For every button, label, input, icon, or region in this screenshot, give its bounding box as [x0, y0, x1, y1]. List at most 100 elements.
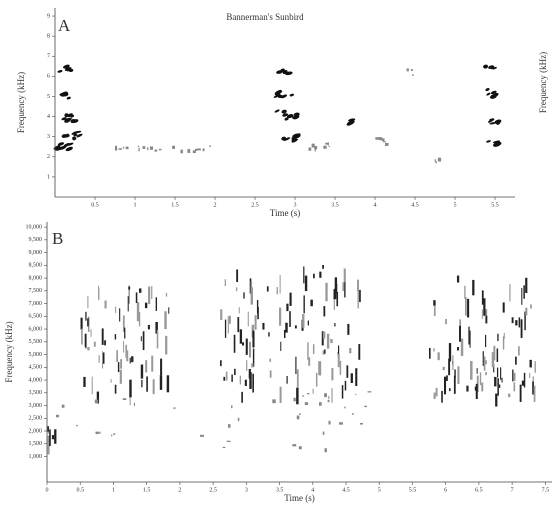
spectrogram-texture	[71, 119, 79, 124]
spectrogram-texture	[234, 368, 236, 376]
x-tick-label: 5	[378, 487, 381, 493]
y-tick-label: 2,000	[29, 428, 43, 434]
x-tick-label: 2.5	[251, 202, 259, 208]
spectrogram-texture	[502, 336, 505, 350]
spectrogram-texture	[85, 311, 87, 321]
spectrogram-texture	[315, 372, 318, 387]
spectrogram-texture	[87, 318, 89, 327]
spectrogram-texture	[285, 322, 288, 333]
spectrogram-texture	[509, 284, 511, 302]
spectrogram-texture	[159, 375, 163, 390]
spectrogram-texture	[334, 323, 336, 327]
spectrogram-texture	[323, 306, 326, 317]
y-tick-label: 9,000	[29, 250, 43, 256]
spectrogram-texture	[244, 379, 247, 387]
spectrogram-texture	[459, 319, 462, 327]
spectrogram-texture	[266, 286, 269, 292]
spectrogram-texture	[209, 145, 211, 148]
spectrogram-texture	[435, 161, 438, 164]
spectrogram-texture	[273, 93, 281, 98]
spectrogram-texture	[342, 282, 345, 292]
spectrogram-texture	[152, 379, 155, 395]
spectrogram-texture	[289, 292, 292, 306]
y-tick-label: 5,500	[29, 339, 43, 345]
spectrogram-texture	[324, 448, 327, 453]
spectrogram-texture	[339, 360, 342, 375]
x-tick-label: 5.5	[409, 487, 417, 493]
spectrogram-texture	[262, 322, 265, 330]
spectrogram-texture	[60, 93, 68, 97]
x-tick-label: 1.5	[143, 487, 151, 493]
spectrogram-texture	[295, 356, 297, 375]
spectrogram-texture	[113, 433, 116, 435]
spectrogram-texture	[128, 286, 131, 290]
spectrogram-texture	[235, 287, 238, 292]
x-tick-label: 4.5	[411, 202, 419, 208]
spectrogram-texture	[324, 349, 326, 354]
chart-title: Bannerman's Sunbird	[226, 12, 304, 22]
spectrogram-texture	[302, 313, 305, 328]
x-tick-label: 6.5	[475, 487, 483, 493]
spectrogram-texture	[312, 344, 315, 354]
spectrogram-texture	[165, 292, 168, 297]
spectrogram-texture	[252, 348, 255, 367]
spectrogram-texture	[115, 306, 117, 314]
spectrogram-texture	[168, 307, 170, 314]
spectrogram-texture	[515, 320, 518, 326]
spectrogram-texture	[321, 331, 324, 346]
spectrogram-texture	[140, 336, 142, 342]
spectrogram-texture	[500, 367, 502, 380]
spectrogram-texture	[521, 288, 523, 305]
spectrogram-texture	[101, 328, 104, 345]
spectrogram-texture	[515, 356, 517, 365]
spectrogram-texture	[268, 332, 270, 337]
spectrogram-texture	[128, 285, 130, 304]
spectrogram-texture	[120, 359, 123, 369]
spectrogram-texture	[248, 368, 251, 379]
spectrogram-texture	[518, 317, 521, 328]
spectrogram-texture	[99, 431, 101, 434]
spectrogram-texture	[76, 133, 83, 138]
spectrogram-texture	[65, 67, 72, 72]
spectrogram-texture	[87, 347, 90, 351]
spectrogram-texture	[334, 283, 338, 294]
spectrogram-texture	[136, 302, 140, 322]
spectrogram-texture	[302, 395, 305, 397]
x-tick-label: 1.5	[171, 202, 179, 208]
y-tick-label: 4	[47, 114, 50, 120]
x-tick-label: 1	[112, 487, 115, 493]
spectrogram-texture	[115, 145, 118, 149]
spectrogram-texture	[307, 320, 309, 326]
spectrogram-texture	[280, 94, 288, 99]
spectrogram-texture	[523, 372, 526, 388]
spectrogram-texture	[406, 68, 409, 72]
spectrogram-texture	[296, 415, 300, 420]
spectrogram-texture	[493, 345, 496, 361]
spectrogram-texture	[330, 339, 333, 344]
spectrogram-texture	[126, 350, 129, 362]
spectrogram-texture	[111, 434, 113, 437]
spectrogram-texture	[513, 372, 516, 381]
spectrogram-texture	[343, 268, 346, 283]
spectrogram-texture	[114, 148, 118, 151]
spectrogram-texture	[47, 435, 50, 455]
spectrogram-texture	[496, 367, 499, 378]
spectrogram-texture	[94, 399, 99, 404]
spectrogram-texture	[249, 372, 252, 389]
y-tick-label: 3,000	[29, 403, 43, 409]
spectrogram-texture	[318, 361, 320, 376]
y-axis-label: Frequency (kHz)	[16, 72, 26, 133]
spectrogram-texture	[367, 391, 372, 393]
x-tick-label: 5.5	[491, 202, 499, 208]
spectrogram-texture	[357, 279, 359, 292]
spectrogram-texture	[476, 368, 478, 374]
spectrogram-texture	[533, 385, 536, 402]
spectrogram-texture	[310, 299, 313, 307]
spectrogram-texture	[497, 378, 499, 396]
spectrogram-texture	[274, 109, 280, 113]
spectrogram-texture	[378, 137, 383, 141]
spectrogram-texture	[238, 307, 240, 314]
spectrogram-texture	[123, 340, 125, 353]
spectrogram-texture	[474, 386, 477, 391]
spectrogram-texture	[466, 385, 469, 392]
